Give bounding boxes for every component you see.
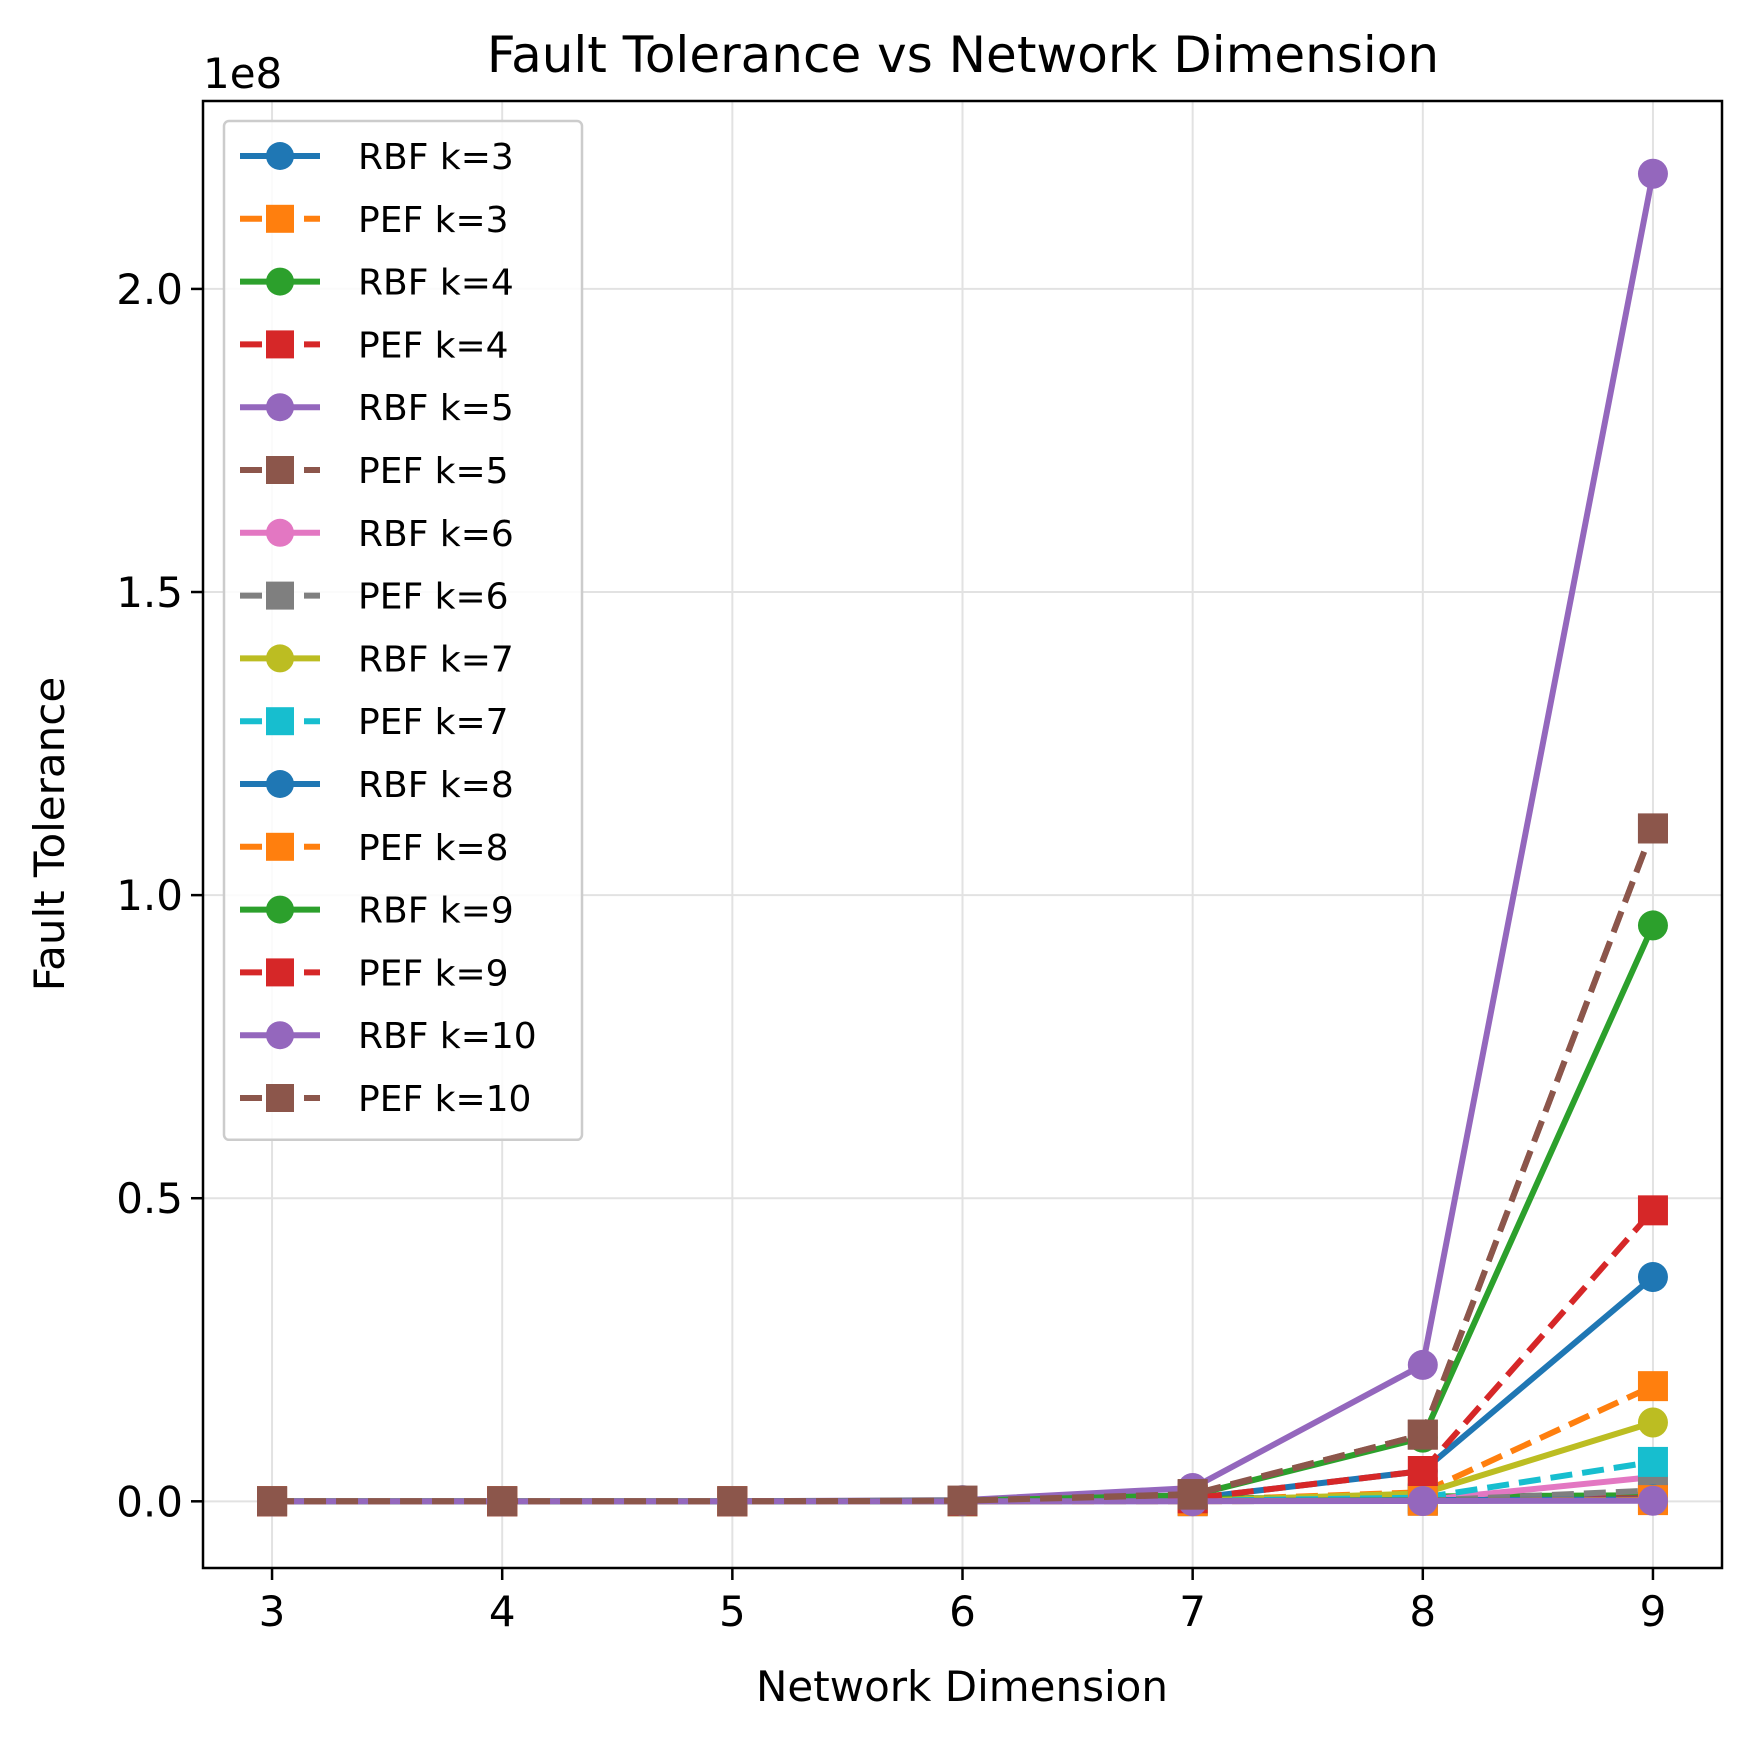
legend-label: PEF k=10 xyxy=(358,1079,531,1120)
legend: RBF k=3 PEF k=3 RBF k=4 PEF k=4 RBF k=5 PEF k… xyxy=(222,119,584,1142)
x-tick-label: 8 xyxy=(1409,1587,1436,1636)
data-point xyxy=(717,1486,748,1517)
legend-label: RBF k=5 xyxy=(358,388,514,429)
legend-item: RBF k=9 xyxy=(240,891,514,932)
legend-item: RBF k=5 xyxy=(240,388,514,429)
legend-marker xyxy=(266,456,294,484)
legend-label: PEF k=5 xyxy=(358,451,509,492)
legend-label: PEF k=4 xyxy=(358,325,509,366)
legend-marker xyxy=(266,895,294,924)
data-point xyxy=(1177,1479,1208,1510)
x-tick-label: 6 xyxy=(949,1587,976,1636)
x-tick-label: 7 xyxy=(1179,1587,1206,1636)
legend-item: PEF k=8 xyxy=(240,828,509,869)
y-tick-label: 0.5 xyxy=(116,1174,183,1223)
legend-marker xyxy=(266,267,294,296)
legend-label: PEF k=7 xyxy=(358,702,509,743)
data-point xyxy=(257,1486,288,1517)
data-point xyxy=(1407,1419,1438,1450)
series-pef-k-10 xyxy=(257,813,1668,1517)
legend-marker xyxy=(266,958,294,987)
legend-item: PEF k=3 xyxy=(240,200,509,241)
legend-label: RBF k=3 xyxy=(358,137,514,178)
legend-label: PEF k=6 xyxy=(358,577,509,618)
legend-marker xyxy=(266,393,294,422)
data-point xyxy=(1407,1456,1438,1487)
data-point xyxy=(1637,158,1668,189)
legend-label: RBF k=8 xyxy=(358,765,514,806)
data-point xyxy=(1637,1371,1668,1402)
legend-item: PEF k=6 xyxy=(240,577,509,618)
legend-item: PEF k=9 xyxy=(240,953,509,994)
y-tick-label: 1.5 xyxy=(116,568,183,617)
legend-marker xyxy=(266,204,294,233)
legend-label: PEF k=3 xyxy=(358,200,509,241)
y-axis-label: Fault Tolerance xyxy=(25,677,74,991)
legend-label: RBF k=6 xyxy=(358,514,514,555)
data-point xyxy=(1637,1407,1668,1438)
plot-series xyxy=(257,158,1668,1517)
legend-marker xyxy=(266,330,294,359)
data-point xyxy=(1637,813,1668,844)
legend-label: RBF k=9 xyxy=(358,891,514,932)
legend-marker xyxy=(266,644,294,673)
data-point xyxy=(1637,1262,1668,1293)
legend-label: PEF k=8 xyxy=(358,828,509,869)
legend-marker xyxy=(266,770,294,798)
legend-label: RBF k=4 xyxy=(358,263,514,304)
legend-item: RBF k=8 xyxy=(240,765,514,806)
y-tick-label: 0.0 xyxy=(116,1477,183,1526)
data-point xyxy=(1407,1486,1438,1517)
data-point xyxy=(1407,1349,1438,1380)
x-tick-label: 5 xyxy=(719,1587,746,1636)
legend-item: RBF k=7 xyxy=(240,639,514,680)
legend-marker xyxy=(266,142,294,170)
data-point xyxy=(947,1485,978,1516)
x-axis-label: Network Dimension xyxy=(756,1662,1168,1711)
legend-label: RBF k=10 xyxy=(358,1016,537,1057)
chart-title: Fault Tolerance vs Network Dimension xyxy=(487,26,1439,84)
x-tick-label: 3 xyxy=(259,1587,286,1636)
legend-marker xyxy=(266,518,294,547)
legend-marker xyxy=(266,1084,294,1112)
y-tick-label: 1.0 xyxy=(116,871,183,920)
data-point xyxy=(1637,1485,1668,1516)
data-point xyxy=(1637,1195,1668,1226)
legend-marker xyxy=(266,1021,294,1050)
legend-label: PEF k=9 xyxy=(358,953,509,994)
y-tick-label: 2.0 xyxy=(116,265,183,314)
legend-item: RBF k=10 xyxy=(240,1016,537,1057)
legend-box xyxy=(222,119,584,1142)
legend-item: PEF k=4 xyxy=(240,325,509,366)
data-point xyxy=(1637,910,1668,941)
x-tick-label: 4 xyxy=(489,1587,516,1636)
y-offset-label: 1e8 xyxy=(203,49,282,98)
data-point xyxy=(487,1486,518,1517)
legend-item: RBF k=4 xyxy=(240,263,514,304)
legend-item: PEF k=5 xyxy=(240,451,509,492)
legend-label: RBF k=7 xyxy=(358,639,514,680)
legend-marker xyxy=(266,707,294,736)
data-point xyxy=(1637,1446,1668,1477)
legend-item: RBF k=6 xyxy=(240,514,514,555)
axis-ticks: 3 4 5 6 7 8 9 0.0 0.5 1.0 1.5 2.0 xyxy=(116,265,1666,1636)
legend-marker xyxy=(266,832,294,861)
legend-item: PEF k=7 xyxy=(240,702,509,743)
legend-item: RBF k=3 xyxy=(240,137,514,178)
legend-item: PEF k=10 xyxy=(240,1079,531,1120)
legend-marker xyxy=(266,581,294,610)
x-tick-label: 9 xyxy=(1640,1587,1667,1636)
